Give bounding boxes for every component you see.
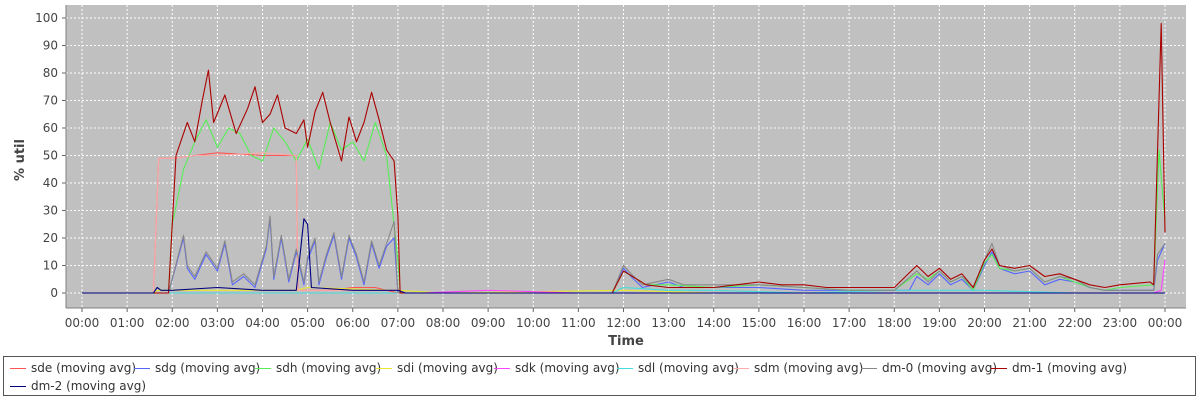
y-tick-label: 60 [43, 121, 58, 135]
legend-swatch [494, 367, 510, 369]
x-tick-label: 04:00 [245, 316, 280, 330]
y-tick-label: 50 [43, 149, 58, 163]
series-lines [82, 22, 1166, 294]
x-tick-label: 10:00 [516, 316, 551, 330]
legend-swatch [861, 367, 877, 369]
legend-swatch [255, 367, 271, 369]
x-tick-label: 17:00 [832, 316, 867, 330]
legend-label: sde (moving avg) [31, 361, 137, 375]
legend-item: sdm (moving avg) [733, 359, 863, 377]
x-tick-label: 00:00 [1148, 316, 1183, 330]
legend-swatch [134, 367, 150, 369]
legend-label: sdk (moving avg) [515, 361, 620, 375]
x-tick-label: 03:00 [200, 316, 235, 330]
legend-swatch [733, 367, 749, 369]
y-axis-title: % util [13, 139, 28, 181]
y-tick-label: 100 [35, 11, 58, 25]
plot-area [66, 5, 1186, 308]
x-tick-label: 13:00 [651, 316, 686, 330]
legend-label: dm-0 (moving avg) [882, 361, 998, 375]
series-line-9 [82, 218, 1165, 294]
x-tick-label: 01:00 [110, 316, 145, 330]
x-tick-label: 14:00 [696, 316, 731, 330]
legend-item: sdi (moving avg) [376, 359, 498, 377]
y-tick-label: 10 [43, 259, 58, 273]
y-tick-label: 70 [43, 94, 58, 108]
x-tick-label: 21:00 [1012, 316, 1047, 330]
y-tick-label: 20 [43, 231, 58, 245]
y-tick-label: 80 [43, 66, 58, 80]
x-tick-label: 02:00 [155, 316, 190, 330]
y-tick-label: 30 [43, 204, 58, 218]
y-tick-label: 90 [43, 39, 58, 53]
legend-item: dm-0 (moving avg) [861, 359, 997, 377]
legend-item: sdg (moving avg) [134, 359, 260, 377]
x-axis-title: Time [608, 334, 644, 349]
legend: sde (moving avg) sdg (moving avg) sdh (mov… [3, 356, 1196, 396]
legend-label: dm-2 (moving avg) [31, 379, 147, 393]
x-tick-label: 12:00 [606, 316, 641, 330]
x-tick-label: 11:00 [561, 316, 596, 330]
legend-swatch [10, 367, 26, 369]
series-line-7 [82, 215, 1166, 294]
legend-label: sdh (moving avg) [276, 361, 382, 375]
x-tick-label: 08:00 [426, 316, 461, 330]
x-tick-label: 23:00 [1103, 316, 1138, 330]
legend-item: sdl (moving avg) [617, 359, 739, 377]
x-tick-label: 09:00 [471, 316, 506, 330]
axes: 0 10 20 30 40 50 60 70 80 90 100 00:00 01:00 02:00 03:… [35, 5, 1186, 330]
series-line-5 [82, 286, 1165, 294]
x-tick-label: 15:00 [742, 316, 777, 330]
x-tick-label: 07:00 [381, 316, 416, 330]
series-line-3 [82, 286, 1165, 294]
legend-swatch [376, 367, 392, 369]
x-tick-label: 05:00 [290, 316, 325, 330]
legend-item: sdk (moving avg) [494, 359, 620, 377]
legend-item: dm-2 (moving avg) [10, 377, 146, 395]
x-tick-label: 16:00 [787, 316, 822, 330]
x-tick-label: 06:00 [335, 316, 370, 330]
legend-label: sdl (moving avg) [638, 361, 739, 375]
x-tick-label: 19:00 [922, 316, 957, 330]
chart: 0 10 20 30 40 50 60 70 80 90 100 00:00 01:00 02:00 03:… [13, 5, 1186, 349]
x-tick-label: 22:00 [1057, 316, 1092, 330]
x-tick-label: 20:00 [967, 316, 1002, 330]
legend-swatch [617, 367, 633, 369]
legend-label: sdg (moving avg) [155, 361, 261, 375]
legend-item: sdh (moving avg) [255, 359, 381, 377]
legend-label: sdm (moving avg) [754, 361, 864, 375]
legend-swatch [991, 367, 1007, 369]
legend-label: dm-1 (moving avg) [1012, 361, 1128, 375]
x-tick-label: 00:00 [65, 316, 100, 330]
legend-label: sdi (moving avg) [397, 361, 498, 375]
legend-item: sde (moving avg) [10, 359, 136, 377]
y-tick-label: 40 [43, 176, 58, 190]
y-tick-label: 0 [50, 286, 58, 300]
legend-swatch [10, 385, 26, 387]
x-tick-label: 18:00 [877, 316, 912, 330]
legend-item: dm-1 (moving avg) [991, 359, 1127, 377]
grid [66, 5, 1186, 308]
